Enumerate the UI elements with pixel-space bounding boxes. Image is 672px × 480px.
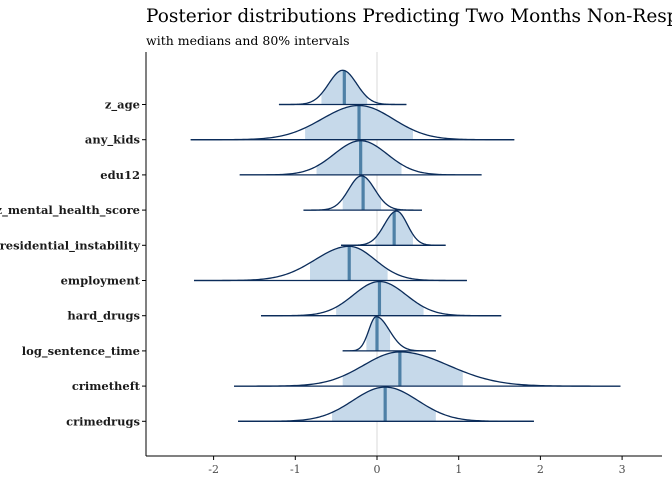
y-tick-label: any_kids [85,133,140,148]
y-tick-label: crimetheft [72,379,141,393]
chart-subtitle: with medians and 80% intervals [146,33,350,48]
x-tick-label: 1 [455,463,462,476]
x-tick-label: -2 [208,463,219,476]
ridge-employment [193,245,467,282]
y-tick-label: employment [61,274,141,288]
ridge-any-kids [190,104,515,141]
ridge-z-age [278,69,407,106]
x-tick-label: 2 [537,463,544,476]
ridge-log-sentence-time [342,316,436,352]
y-tick-label: edu12 [100,168,140,182]
chart-title: Posterior distributions Predicting Two M… [146,6,672,27]
x-tick-label: 3 [619,463,626,476]
x-tick-label: 0 [374,463,381,476]
y-tick-label: z_residential_instability [0,238,140,253]
y-tick-label: crimedrugs [66,414,140,428]
ridges-layer [190,69,621,422]
axes-layer: z_age any_kids edu12 z_mental_health_scorez… [0,52,662,476]
ridge-hard-drugs [260,280,502,317]
x-tick-label: -1 [290,463,301,476]
y-tick-label: log_sentence_time [22,344,140,359]
y-tick-label: z_age [105,98,140,113]
ridge-edu12 [239,140,482,176]
ridge-crimedrugs [238,386,534,422]
y-tick-label: hard_drugs [67,309,140,324]
y-tick-label: z_mental_health_score [0,203,140,218]
interval-80-area [342,351,463,387]
ridge-crimetheft [234,351,621,387]
ridge-z-residential-instability [341,210,446,246]
ridge-z-mental-health-score [303,175,422,211]
